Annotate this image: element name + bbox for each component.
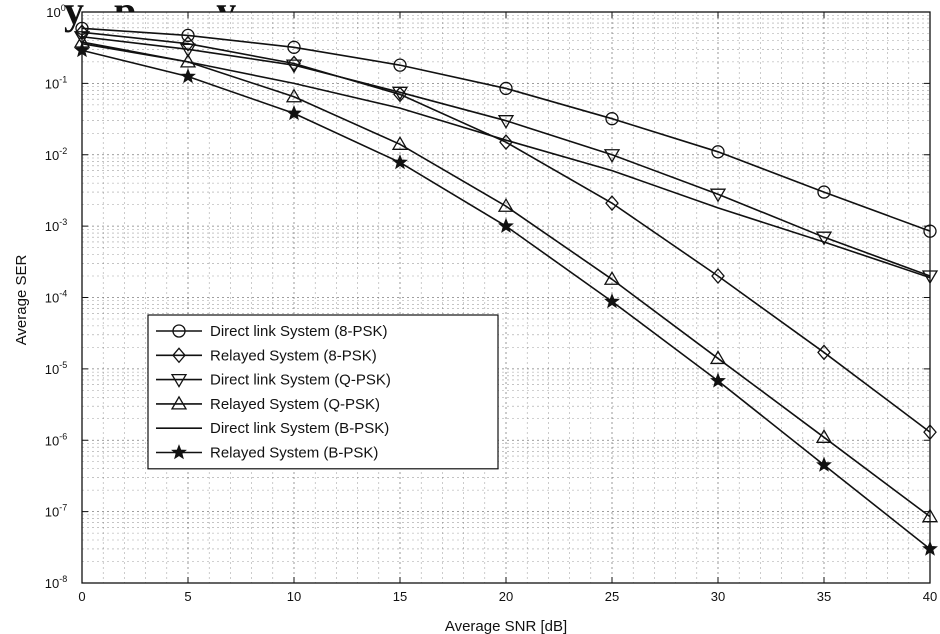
marker-star: [710, 372, 726, 388]
legend-label: Relayed System (B-PSK): [210, 445, 378, 462]
legend-label: Direct link System (Q-PSK): [210, 372, 391, 389]
series-4: [81, 42, 931, 279]
series-3: [73, 33, 939, 523]
legend-label: Direct link System (8-PSK): [210, 323, 388, 340]
series-line: [81, 35, 931, 277]
legend-label: Relayed System (8-PSK): [210, 347, 377, 364]
marker-circle: [605, 112, 619, 126]
marker-star: [171, 444, 187, 460]
y-tick-label: 10-7: [45, 503, 67, 520]
marker-circle: [393, 58, 407, 72]
marker-triangle-up: [815, 429, 833, 443]
series-line: [81, 27, 931, 232]
x-tick-label: 35: [817, 589, 831, 604]
x-tick-label: 10: [287, 589, 301, 604]
marker-triangle-down: [603, 149, 621, 164]
series-2: [73, 31, 939, 285]
legend-entry: Direct link System (B-PSK): [156, 420, 389, 437]
series-line: [81, 41, 931, 518]
marker-triangle-up: [391, 136, 409, 150]
marker-diamond: [499, 134, 513, 151]
y-tick-label: 10-2: [45, 146, 67, 163]
marker-star: [392, 154, 408, 170]
marker-triangle-down: [709, 188, 727, 203]
x-tick-label: 0: [78, 589, 85, 604]
marker-circle: [287, 40, 301, 54]
x-axis-ticks: 0 5 10 15 20 25 30 35 40: [78, 12, 937, 604]
marker-diamond: [605, 195, 619, 212]
marker-star: [180, 68, 196, 84]
marker-triangle-up: [285, 88, 303, 103]
marker-triangle-up: [497, 197, 515, 212]
y-tick-label: 10-6: [45, 431, 67, 448]
marker-triangle-down: [285, 59, 303, 74]
x-tick-label: 15: [393, 589, 407, 604]
legend-entry: Direct link System (8-PSK): [156, 323, 388, 340]
marker-triangle-down: [815, 231, 833, 246]
y-tick-label: 10-8: [45, 574, 67, 591]
y-tick-label: 10-1: [45, 74, 67, 91]
marker-triangle-down: [497, 115, 515, 129]
x-tick-label: 25: [605, 589, 619, 604]
x-tick-label: 20: [499, 589, 513, 604]
legend-label: Direct link System (B-PSK): [210, 420, 389, 437]
marker-triangle-down: [179, 43, 197, 58]
grid-lines: [82, 12, 930, 583]
marker-triangle-up: [709, 350, 727, 365]
y-tick-label: 100: [46, 3, 65, 20]
marker-diamond: [181, 35, 195, 52]
y-tick-label: 10-3: [45, 217, 67, 234]
legend-entry: Direct link System (Q-PSK): [156, 372, 391, 389]
legend-box: [147, 314, 499, 470]
marker-triangle-up: [170, 395, 188, 410]
marker-circle: [711, 145, 725, 159]
x-tick-label: 30: [711, 589, 725, 604]
marker-diamond: [711, 268, 725, 285]
marker-triangle-up: [603, 270, 621, 285]
series-5: [74, 42, 938, 556]
marker-circle: [181, 28, 195, 43]
marker-diamond: [287, 55, 301, 72]
legend-label: Relayed System (Q-PSK): [210, 396, 380, 413]
marker-triangle-down: [391, 86, 409, 101]
marker-circle: [817, 185, 831, 199]
marker-star: [286, 105, 302, 121]
x-tick-label: 5: [184, 589, 191, 604]
series-line: [81, 42, 931, 279]
marker-circle: [172, 324, 186, 338]
y-tick-label: 10-4: [45, 289, 67, 306]
series-line: [81, 31, 931, 433]
y-axis-label: Average SER: [13, 255, 30, 346]
y-tick-label: 10-5: [45, 360, 67, 377]
marker-diamond: [172, 347, 186, 364]
y-axis-ticks: 100 10-1 10-2 10-3 10-4 10-5 10-6 10-7 10-8: [45, 3, 930, 591]
marker-circle: [499, 81, 513, 96]
legend: Direct link System (8-PSK) Relayed System…: [147, 314, 499, 470]
series-0: [75, 21, 937, 238]
legend-entry: Relayed System (8-PSK): [156, 347, 377, 364]
marker-triangle-down: [170, 373, 188, 388]
x-tick-label: 40: [923, 589, 937, 604]
series-layer: [73, 21, 939, 556]
x-axis-label: Average SNR [dB]: [445, 618, 567, 634]
marker-star: [604, 293, 620, 309]
marker-diamond: [817, 344, 831, 361]
marker-star: [498, 217, 514, 233]
marker-star: [816, 456, 832, 472]
legend-entry: Relayed System (B-PSK): [156, 444, 378, 462]
legend-entry: Relayed System (Q-PSK): [156, 395, 380, 413]
